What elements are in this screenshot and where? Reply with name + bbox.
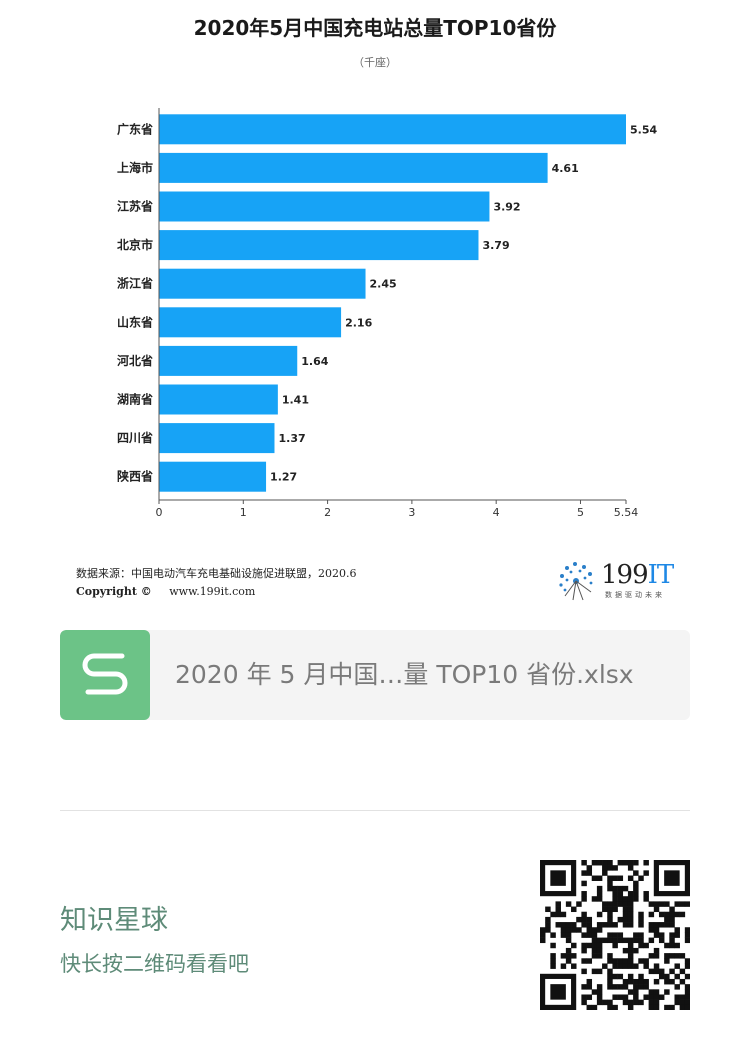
category-label: 四川省 — [117, 430, 153, 445]
199it-logo: 199IT 数据驱动未来 — [553, 556, 683, 606]
category-label: 湖南省 — [117, 392, 153, 407]
x-tick-label: 1 — [240, 506, 247, 519]
value-label: 1.64 — [301, 355, 328, 368]
value-label: 3.92 — [493, 201, 520, 214]
x-tick-label: 4 — [493, 506, 500, 519]
value-label: 2.16 — [345, 316, 372, 329]
copyright-url: www.199it.com — [169, 585, 256, 598]
category-label: 河北省 — [116, 353, 153, 368]
promo-subtitle: 快长按二维码看看吧 — [60, 952, 249, 976]
value-label: 1.27 — [270, 471, 297, 484]
bar — [159, 423, 275, 454]
bar — [159, 345, 298, 376]
category-label: 上海市 — [117, 160, 153, 175]
logo-wordmark: 199IT — [601, 560, 674, 590]
category-label: 山东省 — [117, 314, 153, 329]
s-file-icon — [60, 630, 150, 720]
value-label: 5.54 — [630, 123, 657, 136]
bar — [159, 307, 342, 338]
x-tick-label: 5 — [577, 506, 584, 519]
file-name: 2020 年 5 月中国…量 TOP10 省份.xlsx — [175, 660, 634, 689]
bar — [159, 461, 267, 492]
category-label: 北京市 — [117, 237, 153, 252]
category-label: 浙江省 — [117, 276, 153, 291]
category-label: 江苏省 — [117, 199, 153, 214]
category-label: 陕西省 — [117, 469, 153, 484]
x-tick-label: 2 — [324, 506, 331, 519]
copyright-line: Copyright © www.199it.com — [76, 585, 255, 598]
bar — [159, 152, 548, 183]
bar — [159, 230, 479, 261]
promo-title: 知识星球 — [60, 905, 168, 936]
dandelion-icon — [559, 562, 593, 601]
bar — [159, 268, 366, 299]
value-label: 2.45 — [370, 278, 397, 291]
chart-subtitle: （千座） — [353, 56, 397, 69]
value-label: 3.79 — [482, 239, 509, 252]
bar — [159, 114, 626, 145]
logo-slogan: 数据驱动未来 — [605, 591, 665, 599]
chart-title: 2020年5月中国充电站总量TOP10省份 — [193, 16, 557, 40]
x-tick-label: 5.54 — [614, 506, 639, 519]
category-label: 广东省 — [117, 121, 153, 136]
qr-code[interactable] — [540, 860, 690, 1010]
x-tick-label: 3 — [408, 506, 415, 519]
x-tick-label: 0 — [156, 506, 163, 519]
file-attachment-card[interactable]: 2020 年 5 月中国…量 TOP10 省份.xlsx — [60, 630, 690, 720]
divider — [60, 810, 690, 811]
bar-chart: 广东省 5.54 上海市 4.61 江苏省 3.92 北京市 3.79 浙江省 2.45 山东省 2.… — [116, 108, 657, 519]
value-label: 1.37 — [278, 432, 305, 445]
copyright-label: Copyright © — [76, 585, 152, 598]
value-label: 1.41 — [282, 394, 309, 407]
value-label: 4.61 — [552, 162, 579, 175]
source-note: 数据来源：中国电动汽车充电基础设施促进联盟，2020.6 — [76, 567, 357, 580]
bar — [159, 384, 278, 415]
bar — [159, 191, 490, 222]
